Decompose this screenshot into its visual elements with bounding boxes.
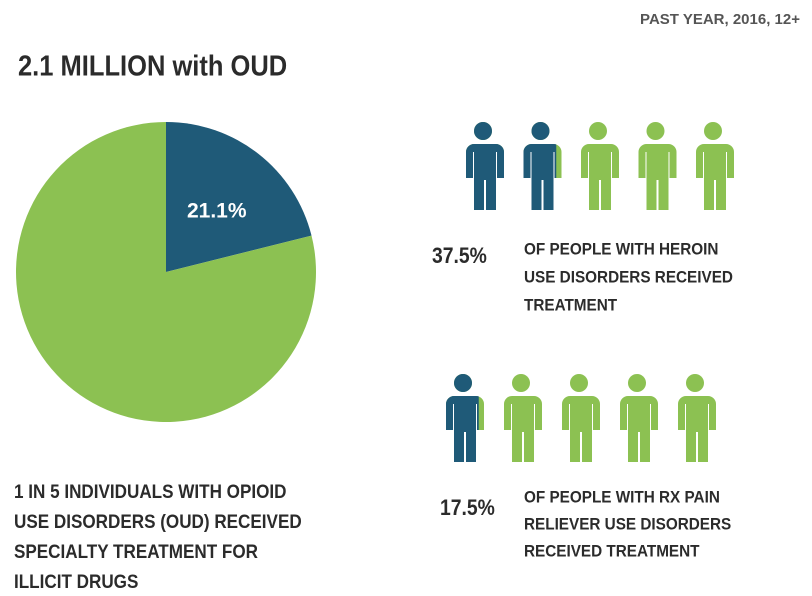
filled-icons bbox=[466, 122, 557, 210]
stat-caption: TREATMENT bbox=[524, 296, 617, 315]
pie-caption: USE DISORDERS (OUD) RECEIVED bbox=[14, 511, 302, 532]
slice-label: 21.1% bbox=[187, 200, 247, 223]
percent-label: 37.5% bbox=[432, 244, 487, 268]
pie-slice bbox=[166, 122, 312, 272]
title: 2.1 MILLION with OUD bbox=[18, 49, 287, 82]
icon-row bbox=[446, 374, 716, 462]
filled-icons bbox=[446, 374, 479, 462]
stat-caption: OF PEOPLE WITH RX PAIN bbox=[524, 488, 720, 507]
period-note: PAST YEAR, 2016, 12+ bbox=[640, 11, 800, 28]
pie-caption: ILLICIT DRUGS bbox=[14, 571, 138, 592]
stat-caption: RELIEVER USE DISORDERS bbox=[524, 515, 731, 534]
icon-row bbox=[466, 122, 734, 210]
percent-label: 17.5% bbox=[440, 496, 495, 520]
pie-caption: 1 IN 5 INDIVIDUALS WITH OPIOID bbox=[14, 481, 286, 502]
pie-slice bbox=[15, 122, 317, 422]
stat-caption: USE DISORDERS RECEIVED bbox=[524, 268, 733, 287]
stat-caption: OF PEOPLE WITH HEROIN bbox=[524, 240, 718, 259]
stat-caption: RECEIVED TREATMENT bbox=[524, 542, 700, 561]
pie-caption: SPECIALTY TREATMENT FOR bbox=[14, 541, 258, 562]
